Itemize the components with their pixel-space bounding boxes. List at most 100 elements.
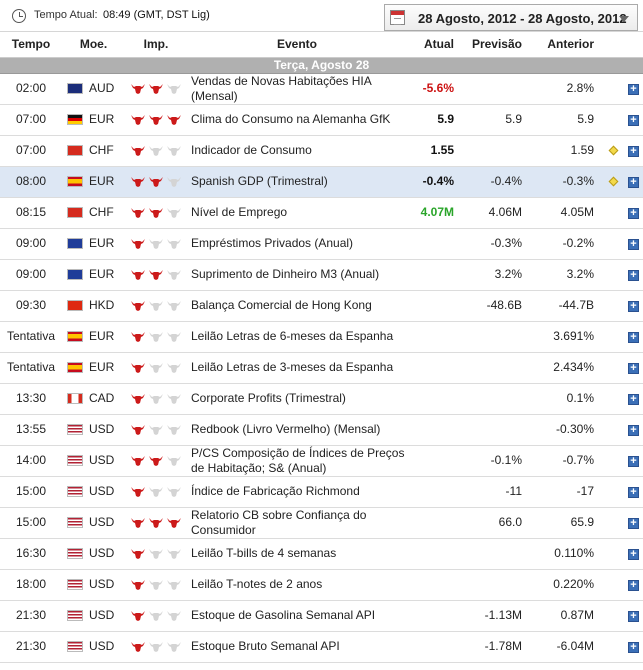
plus-icon[interactable]: + xyxy=(628,642,639,653)
bull-icon xyxy=(166,114,182,126)
currency-code: EUR xyxy=(89,267,115,281)
row-event[interactable]: Spanish GDP (Trimestral) xyxy=(187,166,407,198)
timezone-value[interactable]: 08:49 (GMT, DST Lig) xyxy=(103,9,210,21)
table-row[interactable]: 07:00 EUR Clima do Consumo na Alemanha GfK… xyxy=(0,104,643,136)
table-row[interactable]: 08:15 CHF Nível de Emprego 4.07M 4.06M 4.05M + xyxy=(0,197,643,229)
table-row[interactable]: Tentativa EUR Leilão Letras de 3-meses da … xyxy=(0,352,643,384)
row-currency: EUR xyxy=(62,166,125,198)
chevron-down-icon[interactable] xyxy=(619,16,629,22)
row-expand[interactable]: + xyxy=(624,290,643,322)
date-range-text[interactable]: 28 Agosto, 2012 - 28 Agosto, 2012 xyxy=(418,11,627,26)
bull-icon xyxy=(148,300,164,312)
table-row[interactable]: 09:30 HKD Balança Comercial de Hong Kong -4… xyxy=(0,290,643,322)
table-row[interactable]: 07:00 CHF Indicador de Consumo 1.55 1.59 + xyxy=(0,135,643,167)
table-row[interactable]: 13:30 CAD Corporate Profits (Trimestral) 0.… xyxy=(0,383,643,415)
row-importance xyxy=(125,321,187,353)
row-expand[interactable]: + xyxy=(624,383,643,415)
row-event[interactable]: Índice de Fabricação Richmond xyxy=(187,476,407,508)
row-expand[interactable]: + xyxy=(624,166,643,198)
table-row[interactable]: 09:00 EUR Suprimento de Dinheiro M3 (Anual… xyxy=(0,259,643,291)
row-time: 09:30 xyxy=(0,290,62,322)
row-event[interactable]: Vendas de Novas Habitações HIA (Mensal) xyxy=(187,73,407,105)
row-event[interactable]: Redbook (Livro Vermelho) (Mensal) xyxy=(187,414,407,446)
row-expand[interactable]: + xyxy=(624,569,643,601)
row-event[interactable]: Estoque Bruto Semanal API xyxy=(187,631,407,663)
plus-icon[interactable]: + xyxy=(628,363,639,374)
row-expand[interactable]: + xyxy=(624,600,643,632)
plus-icon[interactable]: + xyxy=(628,208,639,219)
col-event[interactable]: Evento xyxy=(187,32,407,58)
col-currency[interactable]: Moe. xyxy=(62,32,125,58)
table-row[interactable]: 16:30 USD Leilão T-bills de 4 semanas 0.110… xyxy=(0,538,643,570)
plus-icon[interactable]: + xyxy=(628,394,639,405)
calendar-icon[interactable] xyxy=(390,10,405,25)
row-expand[interactable]: + xyxy=(624,445,643,477)
plus-icon[interactable]: + xyxy=(628,611,639,622)
row-importance xyxy=(125,445,187,477)
table-row[interactable]: 08:00 EUR Spanish GDP (Trimestral) -0.4% -0.… xyxy=(0,166,643,198)
row-expand[interactable]: + xyxy=(624,321,643,353)
row-expand[interactable]: + xyxy=(624,259,643,291)
day-label: Terça, Agosto 28 xyxy=(0,57,643,74)
col-previous[interactable]: Anterior xyxy=(530,32,602,58)
row-event[interactable]: Estoque de Gasolina Semanal API xyxy=(187,600,407,632)
plus-icon[interactable]: + xyxy=(628,518,639,529)
row-event[interactable]: Suprimento de Dinheiro M3 (Anual) xyxy=(187,259,407,291)
plus-icon[interactable]: + xyxy=(628,239,639,250)
plus-icon[interactable]: + xyxy=(628,177,639,188)
row-expand[interactable]: + xyxy=(624,476,643,508)
row-expand[interactable]: + xyxy=(624,228,643,260)
row-event[interactable]: P/CS Composição de Índices de Preços de … xyxy=(187,445,407,477)
plus-icon[interactable]: + xyxy=(628,84,639,95)
row-event[interactable]: Indicador de Consumo xyxy=(187,135,407,167)
row-event[interactable]: Leilão T-notes de 2 anos xyxy=(187,569,407,601)
row-expand[interactable]: + xyxy=(624,507,643,539)
row-expand[interactable]: + xyxy=(624,538,643,570)
table-row[interactable]: 15:00 USD Índice de Fabricação Richmond -11… xyxy=(0,476,643,508)
table-row[interactable]: 14:00 USD P/CS Composição de Índices de Pr… xyxy=(0,445,643,477)
plus-icon[interactable]: + xyxy=(628,301,639,312)
plus-icon[interactable]: + xyxy=(628,580,639,591)
col-time[interactable]: Tempo xyxy=(0,32,62,58)
plus-icon[interactable]: + xyxy=(628,425,639,436)
col-actual[interactable]: Atual xyxy=(407,32,462,58)
row-expand[interactable]: + xyxy=(624,631,643,663)
col-forecast[interactable]: Previsão xyxy=(462,32,530,58)
date-range-picker[interactable]: 28 Agosto, 2012 - 28 Agosto, 2012 xyxy=(384,4,638,31)
row-actual xyxy=(407,259,462,291)
table-row[interactable]: 02:00 AUD Vendas de Novas Habitações HIA (… xyxy=(0,73,643,105)
row-event[interactable]: Leilão T-bills de 4 semanas xyxy=(187,538,407,570)
plus-icon[interactable]: + xyxy=(628,487,639,498)
plus-icon[interactable]: + xyxy=(628,456,639,467)
flag-eu-icon xyxy=(67,269,83,281)
row-expand[interactable]: + xyxy=(624,414,643,446)
table-row[interactable]: 21:30 USD Estoque de Gasolina Semanal API -… xyxy=(0,600,643,632)
row-event[interactable]: Leilão Letras de 6-meses da Espanha xyxy=(187,321,407,353)
plus-icon[interactable]: + xyxy=(628,270,639,281)
col-importance[interactable]: Imp. xyxy=(125,32,187,58)
row-expand[interactable]: + xyxy=(624,352,643,384)
table-row[interactable]: Tentativa EUR Leilão Letras de 6-meses da … xyxy=(0,321,643,353)
row-event[interactable]: Clima do Consumo na Alemanha GfK xyxy=(187,104,407,136)
plus-icon[interactable]: + xyxy=(628,549,639,560)
plus-icon[interactable]: + xyxy=(628,115,639,126)
row-expand[interactable]: + xyxy=(624,135,643,167)
row-event[interactable]: Relatorio CB sobre Confiança do Consumid… xyxy=(187,507,407,539)
table-row[interactable]: 15:00 USD Relatorio CB sobre Confiança do … xyxy=(0,507,643,539)
table-row[interactable]: 13:55 USD Redbook (Livro Vermelho) (Mensal… xyxy=(0,414,643,446)
row-expand[interactable]: + xyxy=(624,73,643,105)
row-expand[interactable]: + xyxy=(624,197,643,229)
bull-icon xyxy=(148,83,164,95)
row-event[interactable]: Corporate Profits (Trimestral) xyxy=(187,383,407,415)
row-expand[interactable]: + xyxy=(624,104,643,136)
table-row[interactable]: 09:00 EUR Empréstimos Privados (Anual) -0.3… xyxy=(0,228,643,260)
row-event[interactable]: Leilão Letras de 3-meses da Espanha xyxy=(187,352,407,384)
plus-icon[interactable]: + xyxy=(628,146,639,157)
plus-icon[interactable]: + xyxy=(628,332,639,343)
row-time: 13:55 xyxy=(0,414,62,446)
row-event[interactable]: Balança Comercial de Hong Kong xyxy=(187,290,407,322)
table-row[interactable]: 18:00 USD Leilão T-notes de 2 anos 0.220% + xyxy=(0,569,643,601)
table-row[interactable]: 21:30 USD Estoque Bruto Semanal API -1.78M -… xyxy=(0,631,643,663)
row-event[interactable]: Empréstimos Privados (Anual) xyxy=(187,228,407,260)
row-event[interactable]: Nível de Emprego xyxy=(187,197,407,229)
